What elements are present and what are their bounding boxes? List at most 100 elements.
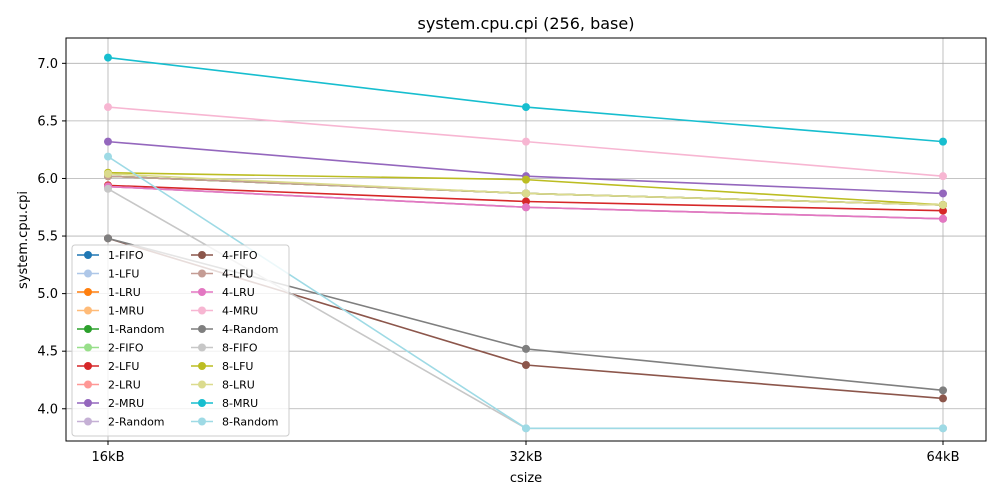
- legend-label: 4-Random: [222, 323, 279, 336]
- legend-marker: [198, 288, 206, 296]
- series-8-LRU: [104, 169, 947, 209]
- legend-label: 1-MRU: [108, 305, 144, 318]
- y-tick-label: 6.0: [37, 172, 58, 187]
- legend-label: 1-LRU: [108, 286, 141, 299]
- legend-marker: [84, 417, 92, 426]
- legend-marker: [84, 343, 92, 352]
- legend-marker: [198, 417, 206, 426]
- legend-marker: [198, 380, 206, 389]
- legend-item: 2-FIFO: [77, 342, 144, 355]
- series-8-MRU: [104, 53, 947, 146]
- data-point: [522, 189, 530, 198]
- legend-box: [71, 244, 290, 437]
- legend-label: 4-FIFO: [222, 249, 258, 262]
- legend-marker: [84, 269, 92, 278]
- legend-item: 1-FIFO: [77, 249, 144, 262]
- legend-item: 4-LRU: [191, 286, 255, 299]
- legend-item: 4-Random: [191, 323, 279, 336]
- data-point: [104, 103, 112, 112]
- legend-marker: [84, 362, 92, 370]
- data-point: [939, 214, 947, 223]
- legend-item: 8-LFU: [191, 360, 253, 373]
- legend-label: 8-Random: [222, 416, 279, 429]
- legend-marker: [84, 380, 92, 389]
- legend-label: 8-LFU: [222, 360, 253, 373]
- legend-label: 1-FIFO: [108, 249, 144, 262]
- legend-marker: [198, 306, 206, 315]
- legend-label: 8-FIFO: [222, 342, 258, 355]
- y-tick-label: 4.0: [37, 402, 58, 417]
- y-tick-label: 5.0: [37, 287, 58, 302]
- legend-item: 2-LFU: [77, 360, 139, 373]
- y-axis-ticks: 4.0 4.5 5.0 5.5 6.0 6.5 7.0: [37, 57, 66, 417]
- legend-label: 2-LFU: [108, 360, 139, 373]
- x-tick-label: 16kB: [92, 450, 125, 465]
- data-point: [939, 200, 947, 209]
- legend-item: 1-Random: [77, 323, 165, 336]
- legend-item: 1-LRU: [77, 286, 141, 299]
- legend-item: 4-MRU: [191, 305, 258, 318]
- legend-label: 4-LRU: [222, 286, 255, 299]
- legend-item: 4-LFU: [191, 268, 253, 281]
- legend-marker: [198, 251, 206, 259]
- data-point: [939, 386, 947, 395]
- legend-marker: [198, 343, 206, 352]
- data-point: [522, 203, 530, 212]
- legend-item: 8-MRU: [191, 397, 258, 410]
- legend-item: 1-LFU: [77, 268, 139, 281]
- legend: 1-FIFO 1-LFU 1-LRU 1-MRU 1-Random 2-FIFO 2-LFU…: [71, 244, 290, 437]
- legend-label: 1-Random: [108, 323, 165, 336]
- legend-label: 8-LRU: [222, 379, 255, 392]
- data-point: [522, 137, 530, 146]
- legend-marker: [84, 399, 92, 407]
- legend-label: 4-LFU: [222, 268, 253, 281]
- series-line: [107, 56, 944, 143]
- legend-marker: [198, 325, 206, 333]
- legend-label: 4-MRU: [222, 305, 258, 318]
- x-tick-label: 64kB: [927, 450, 960, 465]
- x-axis-label: csize: [510, 471, 542, 486]
- legend-marker: [84, 306, 92, 315]
- y-tick-label: 5.5: [37, 230, 58, 245]
- data-point: [522, 175, 530, 184]
- legend-marker: [198, 269, 206, 278]
- legend-label: 2-LRU: [108, 379, 141, 392]
- x-axis-ticks: 16kB 32kB 64kB: [92, 441, 960, 465]
- data-point: [104, 169, 112, 178]
- legend-item: 8-Random: [191, 416, 279, 429]
- data-point: [522, 197, 530, 206]
- data-point: [522, 361, 530, 370]
- data-point: [522, 424, 530, 433]
- data-point: [522, 344, 530, 353]
- legend-marker: [84, 251, 92, 259]
- data-point: [939, 394, 947, 403]
- legend-item: 1-MRU: [77, 305, 144, 318]
- chart-title: system.cpu.cpi (256, base): [418, 14, 635, 33]
- series-2-MRU: [104, 137, 947, 198]
- legend-item: 2-Random: [77, 416, 165, 429]
- legend-item: 8-LRU: [191, 379, 255, 392]
- data-point: [104, 234, 112, 243]
- y-tick-label: 7.0: [37, 57, 58, 72]
- y-tick-label: 4.5: [37, 345, 58, 360]
- legend-label: 8-MRU: [222, 397, 258, 410]
- data-point: [939, 137, 947, 146]
- data-point: [104, 53, 112, 62]
- legend-item: 2-LRU: [77, 379, 141, 392]
- series-4-MRU: [104, 103, 947, 181]
- legend-label: 2-FIFO: [108, 342, 144, 355]
- legend-marker: [198, 399, 206, 407]
- legend-label: 2-MRU: [108, 397, 144, 410]
- legend-label: 2-Random: [108, 416, 165, 429]
- legend-marker: [84, 288, 92, 296]
- data-point: [104, 152, 112, 161]
- legend-item: 8-FIFO: [191, 342, 258, 355]
- legend-marker: [198, 362, 206, 370]
- legend-item: 4-FIFO: [191, 249, 258, 262]
- legend-label: 1-LFU: [108, 268, 139, 281]
- data-point: [104, 137, 112, 146]
- legend-marker: [84, 325, 92, 333]
- series-line: [107, 140, 944, 195]
- data-point: [939, 172, 947, 181]
- data-point: [522, 103, 530, 112]
